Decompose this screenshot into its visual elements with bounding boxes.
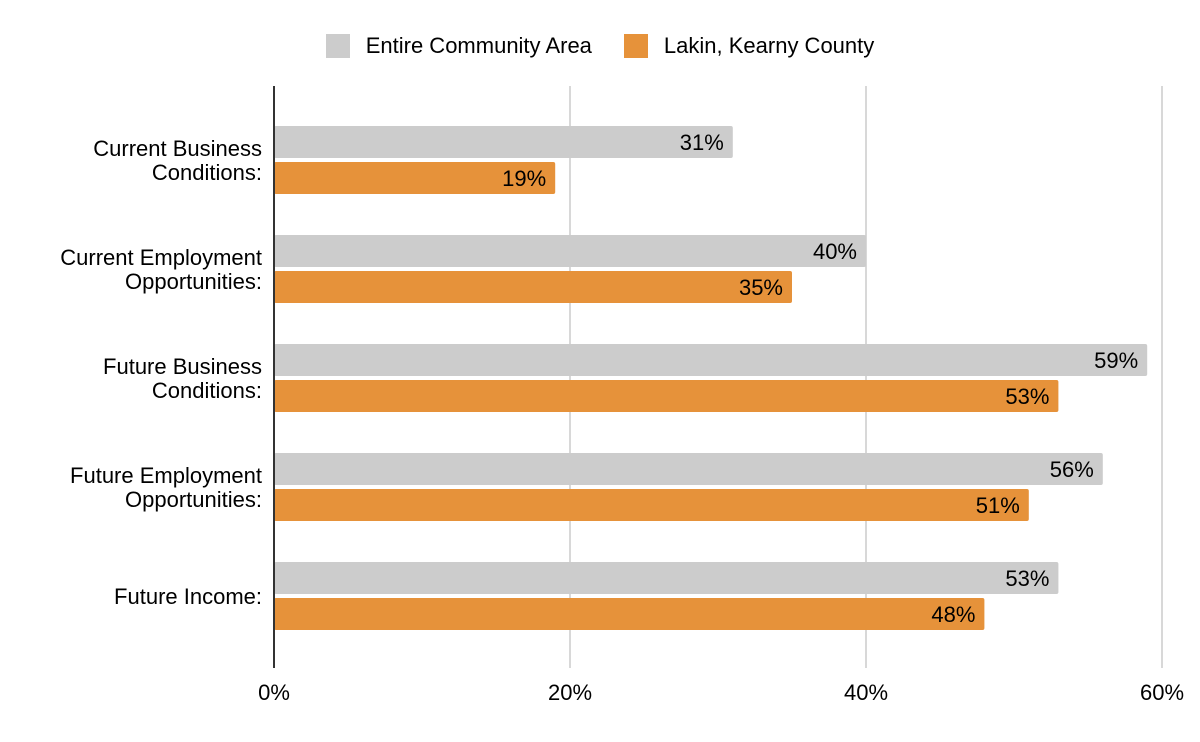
y-category-label: Current Employment Opportunities: — [60, 245, 262, 294]
data-label: 53% — [1005, 566, 1049, 591]
legend-swatch-orange — [623, 34, 648, 58]
y-category-label: Future Income: — [114, 584, 262, 609]
bar-lakin-kearny-county[interactable] — [274, 489, 1029, 521]
data-label: 40% — [813, 239, 857, 264]
category-label-line: Future Business — [103, 354, 262, 379]
legend-item-lakin-kearny-county[interactable]: Lakin, Kearny County — [623, 33, 875, 59]
data-label: 53% — [1005, 384, 1049, 409]
category-label-line: Current Employment — [60, 245, 262, 270]
bar-lakin-kearny-county[interactable] — [274, 271, 792, 303]
category-label-line: Opportunities: — [125, 269, 262, 294]
category-label-line: Future Income: — [114, 584, 262, 609]
x-tick-label: 0% — [258, 680, 290, 705]
legend-label: Lakin, Kearny County — [663, 33, 875, 58]
bar-entire-community-area[interactable] — [274, 453, 1103, 485]
category-label-line: Conditions: — [152, 160, 262, 185]
category-label-line: Conditions: — [152, 378, 262, 403]
data-label: 56% — [1050, 457, 1094, 482]
legend: Entire Community Area Lakin, Kearny Coun… — [0, 33, 1200, 59]
bar-entire-community-area[interactable] — [274, 126, 733, 158]
y-category-label: Current Business Conditions: — [93, 136, 262, 185]
bar-lakin-kearny-county[interactable] — [274, 162, 556, 194]
category-label-line: Opportunities: — [125, 487, 262, 512]
data-label: 51% — [976, 493, 1020, 518]
bar-entire-community-area[interactable] — [274, 344, 1148, 376]
category-label-line: Future Employment — [70, 463, 262, 488]
legend-swatch-gray — [325, 34, 350, 58]
bar-lakin-kearny-county[interactable] — [274, 598, 985, 630]
x-tick-label: 60% — [1140, 680, 1184, 705]
bar-entire-community-area[interactable] — [274, 235, 866, 267]
legend-label: Entire Community Area — [365, 33, 592, 58]
data-label: 35% — [739, 275, 783, 300]
data-label: 31% — [680, 130, 724, 155]
y-category-label: Future Employment Opportunities: — [70, 463, 262, 512]
x-tick-label: 40% — [844, 680, 888, 705]
bar-lakin-kearny-county[interactable] — [274, 380, 1059, 412]
data-label: 59% — [1094, 348, 1138, 373]
data-label: 48% — [931, 602, 975, 627]
bar-entire-community-area[interactable] — [274, 562, 1059, 594]
x-tick-label: 20% — [548, 680, 592, 705]
y-category-label: Future Business Conditions: — [103, 354, 262, 403]
category-label-line: Current Business — [93, 136, 262, 161]
legend-item-entire-community-area[interactable]: Entire Community Area — [325, 33, 592, 59]
data-label: 19% — [502, 166, 546, 191]
